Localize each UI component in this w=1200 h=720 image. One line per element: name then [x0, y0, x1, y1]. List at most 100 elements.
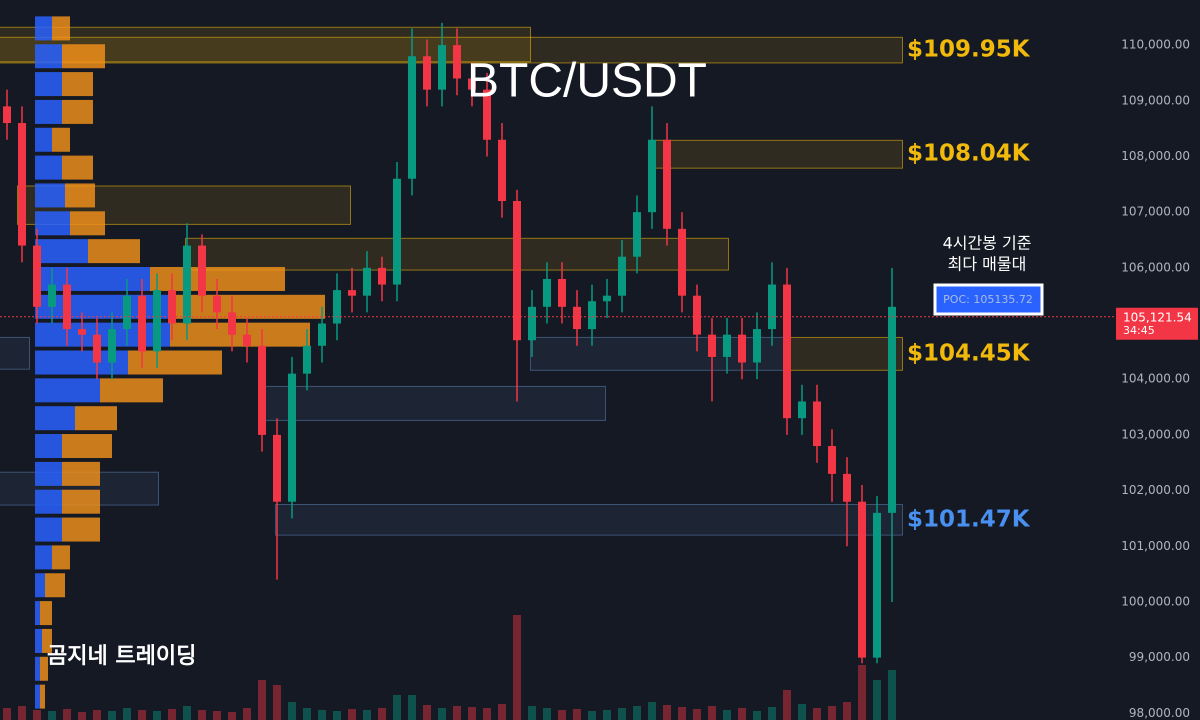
volume-bar — [138, 710, 146, 720]
candle-body — [273, 434, 281, 502]
profile-sell — [65, 183, 95, 208]
candle-body — [3, 106, 11, 124]
candle-body — [183, 245, 191, 324]
profile-sell — [128, 350, 222, 375]
candle-body — [693, 295, 701, 335]
candle-body — [348, 290, 356, 296]
watermark: 곰지네 트레이딩 — [47, 644, 196, 669]
zone — [185, 237, 729, 271]
volume-bar — [258, 680, 266, 720]
profile-buy — [35, 545, 52, 570]
volume-bar — [618, 708, 626, 720]
volume-bar — [213, 711, 221, 720]
candle-body — [78, 329, 86, 335]
profile-buy — [35, 239, 88, 264]
candle-body — [468, 78, 476, 90]
volume-bar — [498, 704, 506, 720]
volume-bar — [813, 708, 821, 720]
candle-body — [333, 290, 341, 324]
profile-buy — [35, 211, 70, 236]
candle-body — [633, 212, 641, 257]
volume-bar — [63, 709, 71, 720]
volume-bar — [168, 709, 176, 720]
candle-body — [198, 245, 206, 296]
volume-bar — [483, 708, 491, 720]
volume-bar — [573, 709, 581, 720]
volume-bar — [393, 695, 401, 720]
volume-bar — [243, 708, 251, 720]
annotation: 최다 매물대 — [948, 255, 1027, 274]
candle-body — [123, 295, 131, 330]
volume-bar — [798, 704, 806, 720]
profile-sell — [62, 434, 112, 459]
profile-buy — [35, 127, 52, 152]
volume-bar — [438, 708, 446, 720]
candle-body — [813, 401, 821, 447]
volume-bar — [468, 707, 476, 720]
volume-bar — [198, 710, 206, 720]
candle-body — [573, 306, 581, 330]
y-tick-label: 108,000.00 — [1121, 149, 1190, 163]
volume-bar — [378, 708, 386, 720]
profile-buy — [35, 656, 40, 681]
volume-bar — [603, 710, 611, 720]
zone — [530, 336, 786, 371]
candle-body — [48, 284, 56, 307]
volume-bar — [18, 706, 26, 720]
profile-sell — [52, 127, 70, 152]
profile-buy — [35, 322, 170, 347]
candle-body — [363, 267, 371, 296]
candle-body — [228, 312, 236, 335]
profile-sell — [175, 294, 325, 319]
y-tick-label: 98,000.00 — [1129, 706, 1190, 720]
profile-buy — [35, 16, 52, 41]
volume-bar — [153, 711, 161, 720]
candle-body — [423, 56, 431, 90]
profile-sell — [52, 545, 70, 570]
volume-bar — [858, 665, 866, 720]
profile-sell — [40, 601, 52, 626]
profile-sell — [62, 489, 100, 514]
profile-buy — [35, 601, 40, 626]
volume-bar — [333, 711, 341, 720]
volume-bar — [753, 711, 761, 720]
volume-bar — [528, 706, 536, 720]
candle-body — [303, 345, 311, 374]
annotation: 4시간봉 기준 — [943, 234, 1032, 253]
candle-body — [483, 89, 491, 140]
candle-body — [63, 284, 71, 330]
y-tick-label: 110,000.00 — [1121, 38, 1190, 52]
zone — [650, 139, 903, 169]
zone-label: $101.47K — [907, 506, 1031, 532]
y-tick-label: 99,000.00 — [1129, 650, 1190, 664]
candle-body — [678, 228, 686, 296]
candle-body — [618, 256, 626, 296]
volume-bar — [348, 709, 356, 720]
candle-body — [108, 329, 116, 363]
zone-label: $104.45K — [907, 340, 1031, 366]
zone-label: $108.04K — [907, 141, 1031, 167]
volume-bar — [558, 710, 566, 720]
profile-sell — [62, 99, 93, 124]
volume-bar — [123, 708, 131, 720]
candle-body — [738, 334, 746, 363]
candle-body — [408, 56, 416, 179]
profile-buy — [35, 489, 62, 514]
profile-sell — [45, 573, 65, 598]
candle-body — [543, 278, 551, 307]
candle-body — [243, 334, 251, 346]
profile-buy — [35, 461, 62, 486]
candle-body — [438, 45, 446, 90]
zone — [0, 36, 903, 64]
candle-body — [858, 501, 866, 658]
last-price-box — [1116, 307, 1198, 340]
volume-bar — [408, 695, 416, 720]
profile-buy — [35, 573, 45, 598]
profile-buy — [35, 294, 175, 319]
profile-buy — [35, 99, 62, 124]
volume-bar — [303, 708, 311, 720]
candle-body — [498, 139, 506, 202]
volume-bar — [273, 685, 281, 720]
candle-body — [33, 245, 41, 307]
profile-buy — [35, 406, 75, 431]
